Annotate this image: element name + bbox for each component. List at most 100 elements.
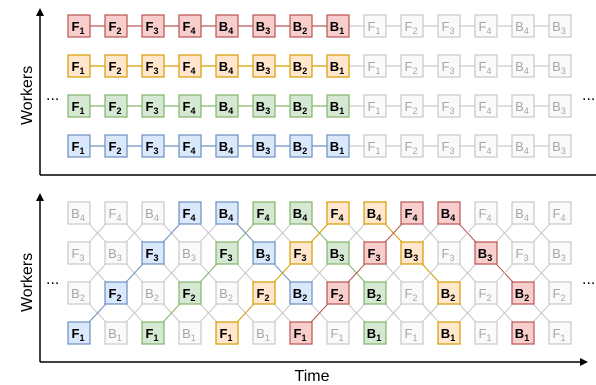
top-idle-task-B3: B3: [548, 14, 572, 38]
top-idle-task-B4-rect: [511, 14, 535, 38]
top-idle-task-F4-label: F4: [479, 99, 492, 116]
bottom-task-B2-label: B2: [441, 286, 455, 303]
bottom-task-F1-rect: [215, 321, 239, 345]
bottom-idle-task-B1-label: B1: [108, 326, 122, 343]
bottom-task-F1: F1: [215, 321, 239, 345]
bottom-idle-task-B1-rect: [104, 321, 128, 345]
top-idle-task-F2: F2: [400, 14, 424, 38]
bottom-idle-task-F3-label: F3: [72, 246, 85, 263]
bottom-task-B3: B3: [474, 241, 498, 265]
top-idle-task-F4-rect: [474, 54, 498, 78]
top-task-B3-rect: [252, 54, 276, 78]
bottom-idle-task-F1-rect: [548, 321, 572, 345]
bottom-idle-task-B4: B4: [141, 201, 165, 225]
bottom-idle-task-B2-rect: [215, 281, 239, 305]
bottom-task-B1: B1: [437, 321, 461, 345]
bottom-idle-task-B4-rect: [141, 201, 165, 225]
bottom-task-F3-rect: [215, 241, 239, 265]
bottom-task-B2-rect: [511, 281, 535, 305]
bottom-idle-task-B4: B4: [511, 201, 535, 225]
bottom-idle-task-F1: F1: [326, 321, 350, 345]
bottom-task-F2: F2: [178, 281, 202, 305]
bottom-task-B4-rect: [363, 201, 387, 225]
top-idle-task-B3-label: B3: [552, 99, 566, 116]
bottom-task-F4: F4: [400, 201, 424, 225]
top-idle-task-F1-rect: [363, 94, 387, 118]
top-task-B1-rect: [326, 134, 350, 158]
bottom-task-F3-rect: [363, 241, 387, 265]
top-task-B3-label: B3: [256, 59, 270, 76]
bottom-idle-task-B2: B2: [67, 281, 91, 305]
bottom-idle-task-B2: B2: [141, 281, 165, 305]
top-task-B1-rect: [326, 14, 350, 38]
bottom-task-B4: B4: [215, 201, 239, 225]
bottom-panel-links: [78, 212, 561, 334]
top-task-B4-label: B4: [219, 59, 233, 76]
bottom-y-axis-label: Workers: [19, 253, 36, 312]
bottom-task-F3-rect: [141, 241, 165, 265]
top-idle-task-F1-label: F1: [368, 19, 381, 36]
top-task-B2: B2: [289, 54, 313, 78]
top-idle-task-B3-label: B3: [552, 139, 566, 156]
bottom-idle-task-F2: F2: [474, 281, 498, 305]
bottom-idle-task-F3-label: F3: [516, 246, 529, 263]
top-task-F1-rect: [67, 14, 91, 38]
top-idle-task-F2-label: F2: [405, 19, 418, 36]
top-task-F4: F4: [178, 54, 202, 78]
bottom-idle-task-B1-label: B1: [256, 326, 270, 343]
top-idle-task-F1-rect: [363, 134, 387, 158]
bottom-idle-task-F3-rect: [67, 241, 91, 265]
bottom-idle-task-F2: F2: [548, 281, 572, 305]
bottom-task-F1: F1: [141, 321, 165, 345]
bottom-task-F4: F4: [326, 201, 350, 225]
top-task-F3-rect: [141, 94, 165, 118]
top-idle-task-F2-rect: [400, 54, 424, 78]
bottom-task-B2-rect: [437, 281, 461, 305]
top-task-B1-rect: [326, 94, 350, 118]
bottom-task-B3-rect: [474, 241, 498, 265]
bottom-idle-task-F1-rect: [326, 321, 350, 345]
top-task-B3: B3: [252, 14, 276, 38]
top-task-F3-label: F3: [146, 19, 159, 36]
bottom-task-F4-rect: [252, 201, 276, 225]
bottom-idle-task-B3-rect: [178, 241, 202, 265]
bottom-task-F3-label: F3: [146, 246, 159, 263]
top-task-B4-rect: [215, 54, 239, 78]
bottom-idle-task-B4: B4: [67, 201, 91, 225]
top-task-B2-label: B2: [293, 139, 307, 156]
top-idle-task-F1-label: F1: [368, 139, 381, 156]
bottom-idle-task-B3-label: B3: [552, 246, 566, 263]
bottom-idle-task-F4-label: F4: [109, 206, 122, 223]
top-task-B2-label: B2: [293, 59, 307, 76]
bottom-task-B2: B2: [289, 281, 313, 305]
top-task-F4-label: F4: [183, 139, 196, 156]
bottom-idle-task-B2-label: B2: [219, 286, 233, 303]
top-task-B4: B4: [215, 14, 239, 38]
bottom-idle-task-F1: F1: [474, 321, 498, 345]
bottom-task-F4-label: F4: [331, 206, 344, 223]
top-task-F2-label: F2: [109, 19, 122, 36]
bottom-idle-task-F1-label: F1: [553, 326, 566, 343]
bottom-task-F1-rect: [289, 321, 313, 345]
top-task-F4-label: F4: [183, 59, 196, 76]
bottom-idle-task-F4-rect: [104, 201, 128, 225]
bottom-idle-task-F3-rect: [511, 241, 535, 265]
top-task-F3-label: F3: [146, 59, 159, 76]
top-idle-task-F2: F2: [400, 94, 424, 118]
top-task-B2-label: B2: [293, 99, 307, 116]
top-task-B3: B3: [252, 54, 276, 78]
top-idle-task-F4-label: F4: [479, 139, 492, 156]
top-idle-task-B3-label: B3: [552, 19, 566, 36]
top-task-B1: B1: [326, 134, 350, 158]
top-task-F2: F2: [104, 54, 128, 78]
top-task-F4-label: F4: [183, 19, 196, 36]
top-task-F1-rect: [67, 134, 91, 158]
top-task-B4-rect: [215, 94, 239, 118]
bottom-idle-task-F3: F3: [437, 241, 461, 265]
top-idle-task-F4-label: F4: [479, 59, 492, 76]
bottom-left-ellipsis: ...: [46, 271, 59, 288]
bottom-task-F1: F1: [67, 321, 91, 345]
top-idle-task-F2: F2: [400, 134, 424, 158]
top-idle-task-F2-rect: [400, 134, 424, 158]
bottom-idle-task-B1-rect: [252, 321, 276, 345]
